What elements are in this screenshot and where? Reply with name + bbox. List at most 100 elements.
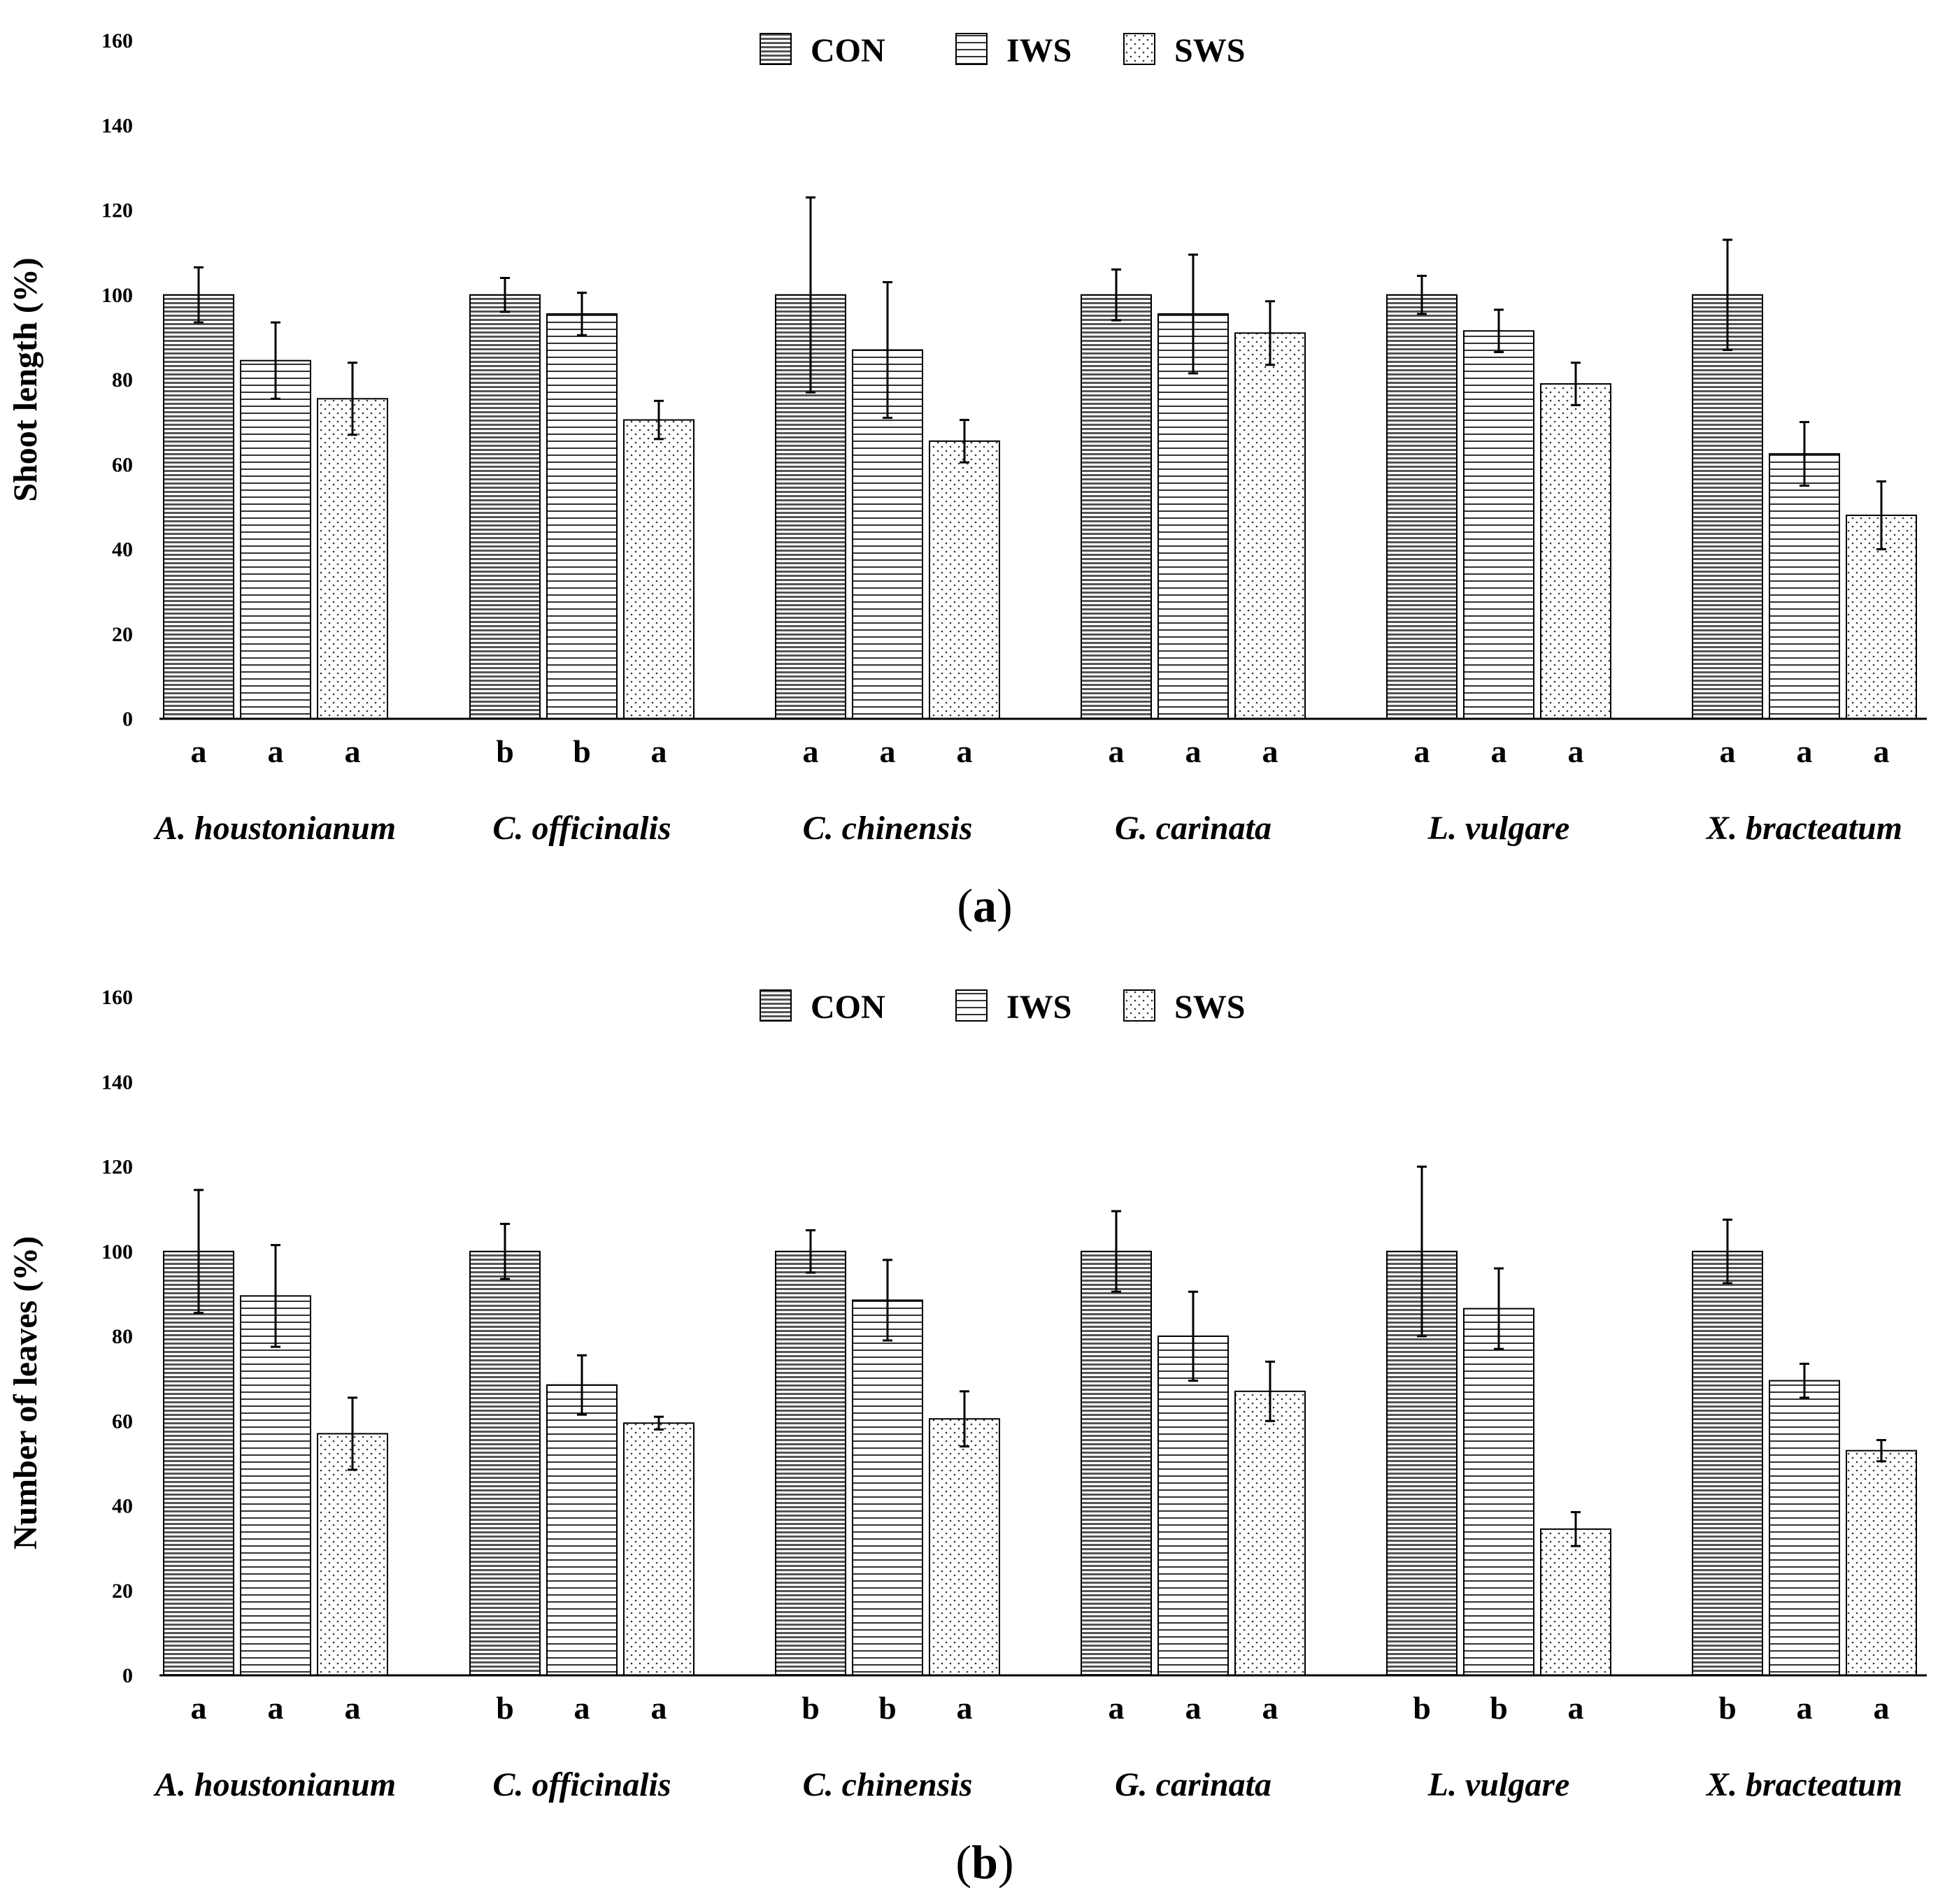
significance-letter: a bbox=[1568, 1690, 1584, 1726]
bar-sws bbox=[623, 419, 694, 720]
significance-letter: a bbox=[1262, 733, 1278, 769]
significance-letter: a bbox=[880, 733, 896, 769]
category-label: L. vulgare bbox=[1427, 1766, 1570, 1803]
error-bar bbox=[883, 1259, 892, 1342]
significance-letter: a bbox=[268, 1690, 284, 1726]
y-axis-label: Shoot length (%) bbox=[7, 257, 44, 501]
error-bar bbox=[1265, 1360, 1275, 1422]
significance-letter: b bbox=[496, 733, 514, 769]
significance-letter: a bbox=[1262, 1690, 1278, 1726]
y-tick-label: 0 bbox=[122, 708, 133, 731]
bar-con bbox=[1386, 294, 1458, 720]
bar-con bbox=[163, 294, 234, 720]
error-bar bbox=[1571, 362, 1581, 406]
y-tick-label: 100 bbox=[101, 284, 133, 307]
error-bar bbox=[1800, 421, 1809, 487]
chart-panel-b: 0 20 40 60 80 100 120 140 160 Number of leaves (%… bbox=[7, 986, 1927, 1889]
significance-letter: b bbox=[1718, 1690, 1737, 1726]
legend-label-sws: SWS bbox=[1174, 989, 1245, 1026]
error-bar bbox=[348, 1396, 357, 1471]
bar-con bbox=[1692, 294, 1763, 720]
error-bar bbox=[1188, 1290, 1198, 1382]
y-tick-label: 160 bbox=[101, 29, 133, 52]
error-bar bbox=[1723, 1218, 1732, 1284]
bar-con bbox=[1081, 1250, 1152, 1676]
significance-letter: a bbox=[1185, 1690, 1202, 1726]
y-tick-label: 80 bbox=[112, 368, 133, 392]
error-bar bbox=[194, 1189, 204, 1315]
bar-iws bbox=[1157, 1336, 1229, 1676]
significance-letter: a bbox=[651, 1690, 667, 1726]
error-bar bbox=[806, 1229, 815, 1274]
error-bar bbox=[1111, 1210, 1121, 1293]
significance-letter: a bbox=[574, 1690, 590, 1726]
significance-letter: a bbox=[1720, 733, 1736, 769]
chart-panel-a: 0 20 40 60 80 100 120 140 160 Shoot length (%) CON… bbox=[7, 29, 1927, 932]
bar-con bbox=[469, 1250, 541, 1676]
significance-letter: a bbox=[1491, 733, 1507, 769]
bar-con bbox=[163, 1250, 234, 1676]
bar-sws bbox=[1540, 383, 1611, 720]
bar-sws bbox=[317, 1433, 388, 1676]
error-bar bbox=[883, 281, 892, 420]
error-bar bbox=[654, 399, 664, 441]
significance-letter: a bbox=[191, 1690, 207, 1726]
error-bar bbox=[1876, 1439, 1886, 1463]
bar-sws bbox=[1234, 332, 1306, 720]
bar-con bbox=[469, 294, 541, 720]
legend-swatch-con bbox=[760, 989, 792, 1022]
bar-con bbox=[1692, 1250, 1763, 1676]
error-bar bbox=[1265, 300, 1275, 366]
category-label: X. bracteatum bbox=[1705, 1766, 1902, 1803]
y-tick-label: 20 bbox=[112, 623, 133, 646]
bar-sws bbox=[317, 398, 388, 720]
bar-iws bbox=[1769, 453, 1840, 720]
y-tick-label: 20 bbox=[112, 1580, 133, 1603]
error-bar bbox=[1417, 274, 1427, 315]
category-label: X. bracteatum bbox=[1705, 810, 1902, 847]
error-bar bbox=[271, 1244, 280, 1348]
error-bar bbox=[271, 321, 280, 400]
y-tick-label: 100 bbox=[101, 1240, 133, 1264]
category-label: C. officinalis bbox=[492, 1766, 671, 1803]
bar-sws bbox=[1234, 1390, 1306, 1676]
legend-swatch-iws bbox=[955, 33, 988, 65]
significance-letter: a bbox=[803, 733, 819, 769]
bar-iws bbox=[240, 1295, 311, 1676]
significance-letter: a bbox=[1185, 733, 1202, 769]
panel-label: (a) bbox=[957, 879, 1012, 932]
legend-label-con: CON bbox=[811, 32, 885, 69]
bar-sws bbox=[1540, 1528, 1611, 1676]
significance-letter: b bbox=[1413, 1690, 1431, 1726]
bar-iws bbox=[240, 359, 311, 720]
legend-swatch-sws bbox=[1123, 989, 1155, 1022]
bar-iws bbox=[546, 313, 618, 720]
error-bar bbox=[1723, 238, 1732, 352]
y-tick-label: 0 bbox=[122, 1664, 133, 1687]
error-bar bbox=[1876, 480, 1886, 550]
significance-letter: a bbox=[1109, 1690, 1125, 1726]
y-tick-label: 120 bbox=[101, 1156, 133, 1179]
significance-letter: a bbox=[345, 733, 361, 769]
legend-swatch-sws bbox=[1123, 33, 1155, 65]
bar-sws bbox=[929, 440, 1000, 720]
significance-letter: a bbox=[345, 1690, 361, 1726]
y-axis-label: Number of leaves (%) bbox=[7, 1236, 44, 1549]
y-tick-label: 160 bbox=[101, 986, 133, 1009]
bar-sws bbox=[623, 1422, 694, 1676]
error-bar bbox=[1571, 1511, 1581, 1547]
bar-iws bbox=[852, 1299, 923, 1676]
category-label: C. chinensis bbox=[803, 1766, 973, 1803]
significance-letter: b bbox=[801, 1690, 820, 1726]
error-bar bbox=[1494, 1267, 1504, 1350]
category-label: C. officinalis bbox=[492, 810, 671, 847]
category-label: C. chinensis bbox=[803, 810, 973, 847]
category-label: A. houstonianum bbox=[153, 810, 396, 847]
legend-swatch-con bbox=[760, 33, 792, 65]
category-label: L. vulgare bbox=[1427, 810, 1570, 847]
bar-sws bbox=[1846, 1450, 1917, 1676]
error-bar bbox=[577, 292, 587, 336]
significance-letter: b bbox=[496, 1690, 514, 1726]
bar-iws bbox=[1769, 1380, 1840, 1676]
